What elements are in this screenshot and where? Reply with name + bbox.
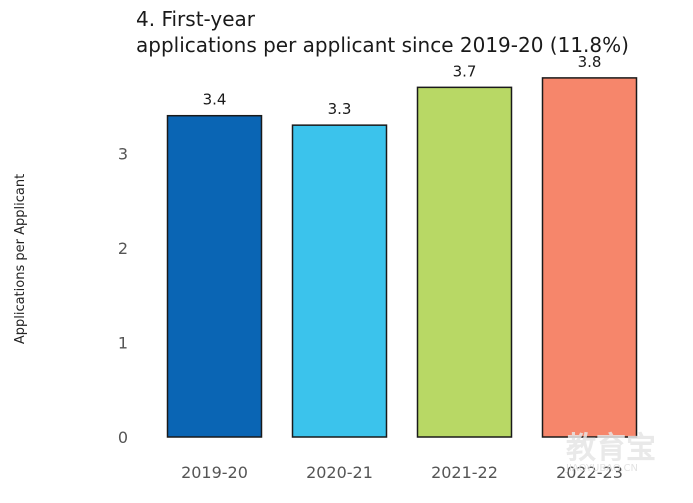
watermark-logo: 教育宝 JIAOYUBAO.CN bbox=[565, 431, 656, 474]
bar-value-label: 3.3 bbox=[328, 100, 352, 118]
chart-title: 4. First-year applications per applicant… bbox=[136, 7, 629, 57]
y-tick-label: 2 bbox=[118, 239, 128, 258]
x-tick-label: 2019-20 bbox=[181, 463, 248, 482]
bar-value-label: 3.7 bbox=[453, 62, 477, 80]
x-tick-label: 2020-21 bbox=[306, 463, 373, 482]
y-axis-title: Applications per Applicant bbox=[13, 174, 28, 344]
bar-value-labels: 3.4 3.3 3.7 3.8 bbox=[203, 53, 602, 118]
y-axis-ticks: 0 1 2 3 bbox=[118, 145, 128, 448]
x-axis-ticks: 2019-20 2020-21 2021-22 2022-23 bbox=[181, 463, 623, 482]
chart-title-line-1: 4. First-year bbox=[136, 7, 256, 31]
bar-value-label: 3.4 bbox=[203, 91, 227, 109]
bar-2022-23 bbox=[541, 77, 638, 438]
y-tick-label: 3 bbox=[118, 145, 128, 164]
bar-2019-20 bbox=[166, 114, 263, 438]
x-tick-label: 2021-22 bbox=[431, 463, 498, 482]
bar-2021-22 bbox=[416, 86, 513, 438]
chart-title-line-2: applications per applicant since 2019-20… bbox=[136, 33, 629, 57]
watermark-sub-text: JIAOYUBAO.CN bbox=[565, 463, 638, 474]
bar-value-label: 3.8 bbox=[578, 53, 602, 71]
x-tick-label: 2022-23 bbox=[556, 463, 623, 482]
watermark-main-text: 教育宝 bbox=[566, 431, 656, 466]
bars bbox=[166, 77, 638, 438]
y-tick-label: 1 bbox=[118, 334, 128, 353]
y-tick-label: 0 bbox=[118, 428, 128, 447]
bar-2020-21 bbox=[291, 124, 388, 438]
